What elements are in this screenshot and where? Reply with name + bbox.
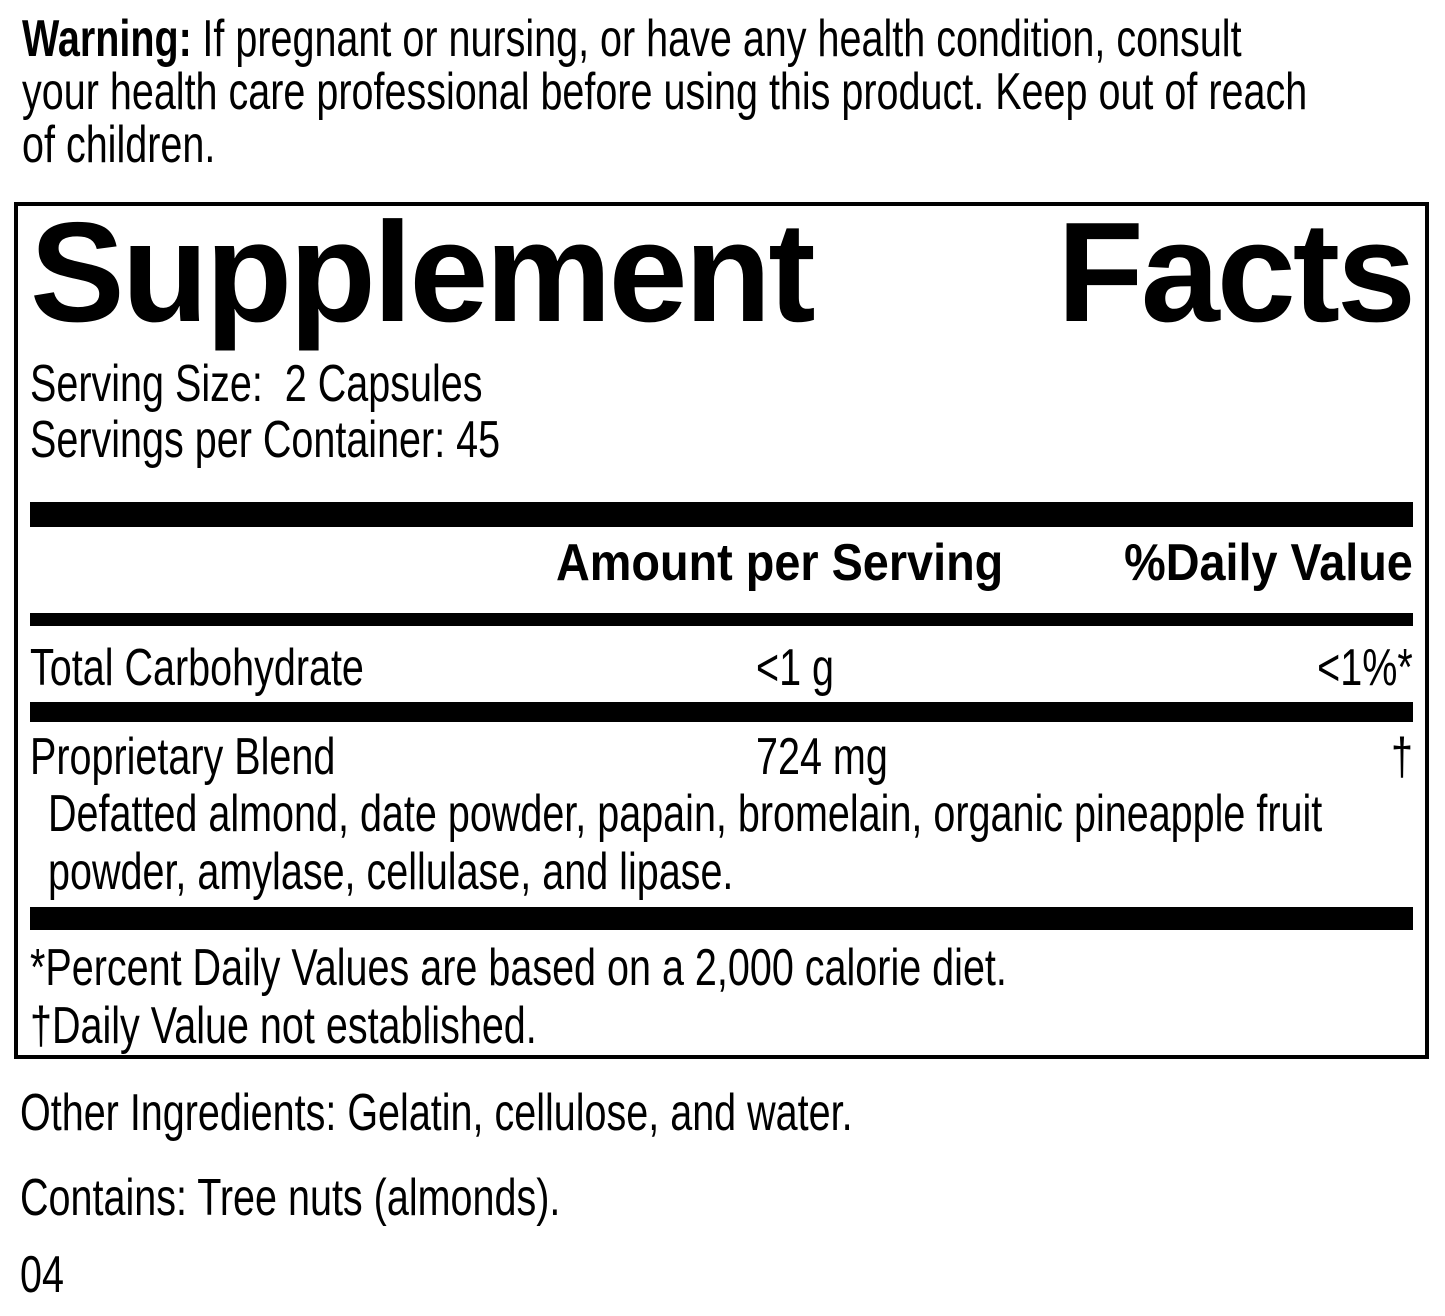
title-word-supplement: Supplement xyxy=(30,193,816,352)
column-header-row: Amount per Serving %Daily Value xyxy=(30,527,1413,613)
footnote-daily-value-not-established: †Daily Value not established. xyxy=(30,997,537,1055)
divider-bar-thick xyxy=(30,502,1413,527)
other-ingredients: Other Ingredients: Gelatin, cellulose, a… xyxy=(20,1084,853,1142)
divider-bar-thick xyxy=(30,907,1413,930)
nutrient-name: Total Carbohydrate xyxy=(30,639,364,697)
nutrient-daily-value: <1%* xyxy=(1317,639,1413,697)
nutrient-amount: <1 g xyxy=(756,639,835,697)
table-row-proprietary-blend: Proprietary Blend 724 mg † Defatted almo… xyxy=(30,722,1413,901)
warning-paragraph: Warning: If pregnant or nursing, or have … xyxy=(22,13,1428,172)
nutrient-daily-value: † xyxy=(1391,728,1413,786)
footnote-percent-daily-values: *Percent Daily Values are based on a 2,0… xyxy=(30,939,1007,997)
title-word-facts: Facts xyxy=(1057,193,1416,352)
servings-per-container: Servings per Container: 45 xyxy=(30,411,501,469)
daily-value-header: %Daily Value xyxy=(1124,534,1413,592)
blend-ingredient-list: Defatted almond, date powder, papain, br… xyxy=(48,785,1323,901)
divider-bar-thick xyxy=(30,702,1413,722)
serving-size: Serving Size: 2 Capsules xyxy=(30,355,483,413)
label-code: 04 xyxy=(20,1246,64,1304)
table-row-total-carbohydrate: Total Carbohydrate <1 g <1%* xyxy=(30,626,1413,702)
nutrient-amount: 724 mg xyxy=(756,728,888,786)
warning-body: If pregnant or nursing, or have any heal… xyxy=(22,10,1308,174)
divider-bar-thin xyxy=(30,613,1413,626)
warning-label: Warning: xyxy=(22,10,192,68)
allergen-contains: Contains: Tree nuts (almonds). xyxy=(20,1169,561,1227)
supplement-facts-panel: Supplement Facts Serving Size: 2 Capsule… xyxy=(14,202,1429,1059)
amount-per-serving-header: Amount per Serving xyxy=(555,534,1003,592)
panel-title: Supplement Facts xyxy=(30,193,1416,352)
nutrient-name: Proprietary Blend xyxy=(30,728,336,786)
